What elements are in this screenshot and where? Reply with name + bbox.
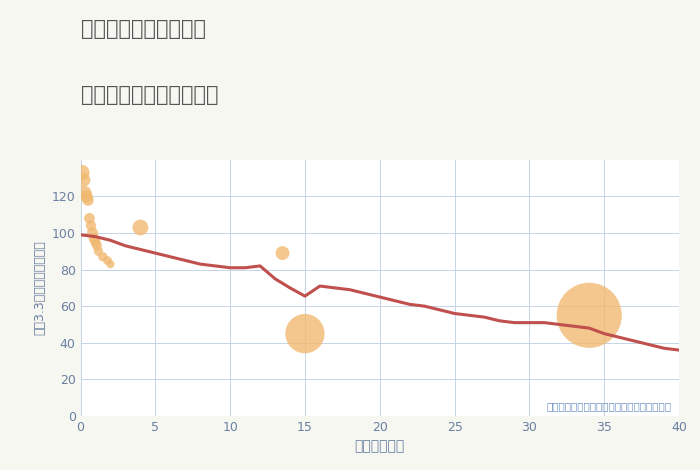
- Point: [300, 330, 311, 337]
- Point: [76, 169, 88, 176]
- Point: [134, 224, 146, 231]
- Text: 千葉県松戸市中矢切の: 千葉県松戸市中矢切の: [80, 19, 206, 39]
- Point: [85, 222, 97, 229]
- Point: [88, 235, 99, 242]
- Point: [83, 196, 94, 204]
- Point: [93, 248, 104, 255]
- Point: [277, 250, 288, 257]
- Point: [102, 257, 113, 264]
- Point: [105, 260, 116, 268]
- X-axis label: 築年数（年）: 築年数（年）: [355, 439, 405, 454]
- Point: [81, 193, 92, 200]
- Point: [584, 312, 595, 319]
- Text: 築年数別中古戸建て価格: 築年数別中古戸建て価格: [80, 85, 218, 105]
- Point: [92, 242, 103, 250]
- Text: 円の大きさは、取引のあった物件面積を示す: 円の大きさは、取引のあった物件面積を示す: [547, 401, 671, 411]
- Point: [87, 229, 98, 237]
- Point: [90, 238, 101, 246]
- Point: [79, 189, 90, 196]
- Point: [97, 253, 108, 260]
- Point: [78, 176, 89, 184]
- Y-axis label: 坪（3.3㎡）単価（万円）: 坪（3.3㎡）単価（万円）: [33, 241, 46, 335]
- Point: [84, 215, 95, 222]
